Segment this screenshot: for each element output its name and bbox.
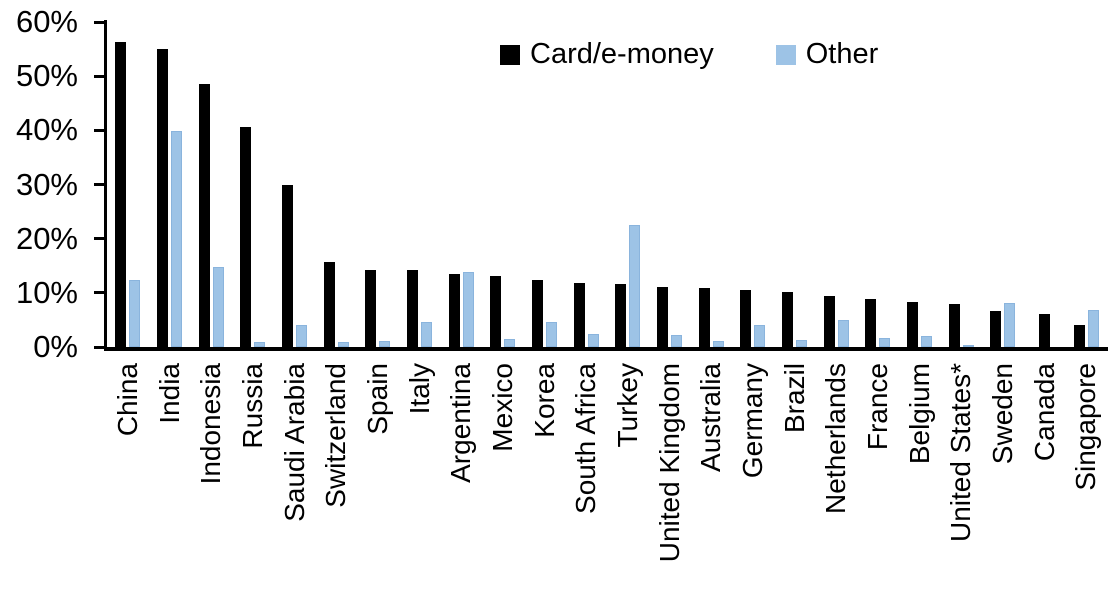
y-tick-label: 10% xyxy=(15,274,78,310)
y-tick-mark xyxy=(94,237,106,241)
bar-group xyxy=(899,22,941,347)
bar-group xyxy=(107,22,149,347)
bar-card-e-money xyxy=(115,41,127,347)
bar-group xyxy=(1024,22,1066,347)
bar-other xyxy=(254,341,266,347)
legend-item-card-e-money: Card/e-money xyxy=(500,40,714,69)
bar-other xyxy=(587,334,599,347)
bar-other xyxy=(671,334,683,347)
bar-card-e-money xyxy=(1039,313,1051,347)
bar-group xyxy=(732,22,774,347)
bar-other xyxy=(379,340,391,347)
other-swatch-icon xyxy=(775,44,796,65)
y-tick-mark xyxy=(94,291,106,295)
bar-card-e-money xyxy=(573,282,585,347)
bar-group xyxy=(982,22,1024,347)
bar-other xyxy=(837,320,849,347)
bar-card-e-money xyxy=(698,287,710,347)
bar-other xyxy=(1004,302,1016,347)
bar-group xyxy=(274,22,316,347)
bar-card-e-money xyxy=(990,310,1002,347)
y-tick-mark xyxy=(94,20,106,24)
bar-group xyxy=(524,22,566,347)
bar-other xyxy=(421,321,433,347)
bar-other xyxy=(462,271,474,347)
y-tick-label: 60% xyxy=(15,4,78,39)
bar-group xyxy=(190,22,232,347)
bar-other xyxy=(212,267,224,347)
bar-card-e-money xyxy=(907,302,919,347)
bar-card-e-money xyxy=(782,292,794,347)
y-tick-mark xyxy=(94,345,106,349)
bar-group xyxy=(940,22,982,347)
bar-card-e-money xyxy=(823,296,835,347)
bar-card-e-money xyxy=(157,48,168,347)
bar-other xyxy=(921,335,933,347)
bar-group xyxy=(649,22,691,347)
bar-card-e-money xyxy=(615,284,627,347)
y-tick-mark xyxy=(94,128,106,132)
legend: Card/e-money Other xyxy=(500,40,878,69)
bar-card-e-money xyxy=(407,270,419,347)
y-tick-label: 20% xyxy=(15,220,78,256)
bar-group xyxy=(857,22,899,347)
bar-card-e-money xyxy=(740,289,752,347)
bar-card-e-money xyxy=(532,280,544,347)
legend-item-other: Other xyxy=(775,38,879,70)
bar-other xyxy=(754,325,766,347)
bar-other xyxy=(504,339,516,347)
bar-other xyxy=(962,344,974,347)
x-axis-line xyxy=(104,347,1108,351)
bar-group xyxy=(815,22,857,347)
bar-other xyxy=(796,339,808,347)
bar-card-e-money xyxy=(365,269,377,347)
bar-group xyxy=(607,22,649,347)
bar-other xyxy=(1087,310,1099,347)
bar-card-e-money xyxy=(282,185,294,347)
bar-group xyxy=(357,22,399,347)
bar-group xyxy=(774,22,816,347)
bar-group xyxy=(565,22,607,347)
bar-group xyxy=(690,22,732,347)
bar-other xyxy=(129,279,141,347)
bar-card-e-money xyxy=(448,273,460,347)
bar-group xyxy=(232,22,274,347)
y-tick-label: 40% xyxy=(15,112,78,148)
bar-other xyxy=(171,130,182,347)
bar-card-e-money xyxy=(198,84,210,347)
bar-card-e-money xyxy=(948,303,960,347)
y-tick-label: 0% xyxy=(33,329,78,364)
bar-card-e-money xyxy=(657,286,669,347)
y-tick-mark xyxy=(94,74,106,78)
bar-card-e-money xyxy=(323,261,335,347)
bar-group xyxy=(149,22,191,347)
bar-card-e-money xyxy=(240,127,252,347)
legend-label-other: Other xyxy=(805,38,879,70)
bar-other xyxy=(879,338,891,347)
y-tick-label: 50% xyxy=(15,58,78,94)
bar-other xyxy=(629,225,641,347)
card-e-money-swatch-icon xyxy=(500,44,520,65)
bar-other xyxy=(712,341,724,347)
bar-other xyxy=(337,342,349,347)
bar-card-e-money xyxy=(490,276,502,347)
bar-group xyxy=(399,22,441,347)
bar-group xyxy=(1065,22,1107,347)
y-tick-label: 30% xyxy=(15,166,78,202)
bar-group xyxy=(440,22,482,347)
bar-card-e-money xyxy=(865,299,877,347)
bar-card-e-money xyxy=(1073,324,1085,347)
bar-other xyxy=(296,325,308,347)
bar-group xyxy=(482,22,524,347)
bar-other xyxy=(546,321,558,347)
plot-area xyxy=(107,22,1107,347)
legend-label-card-e-money: Card/e-money xyxy=(530,38,714,70)
bar-group xyxy=(315,22,357,347)
y-tick-mark xyxy=(94,183,106,186)
